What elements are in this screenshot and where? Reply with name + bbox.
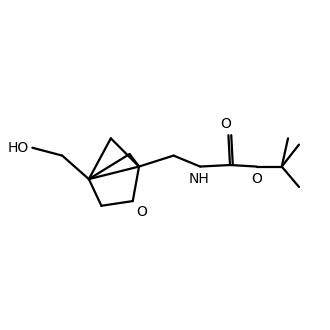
Text: O: O [251,172,262,186]
Text: O: O [220,117,231,131]
Text: HO: HO [8,141,29,155]
Text: O: O [137,205,148,219]
Text: NH: NH [188,172,209,186]
